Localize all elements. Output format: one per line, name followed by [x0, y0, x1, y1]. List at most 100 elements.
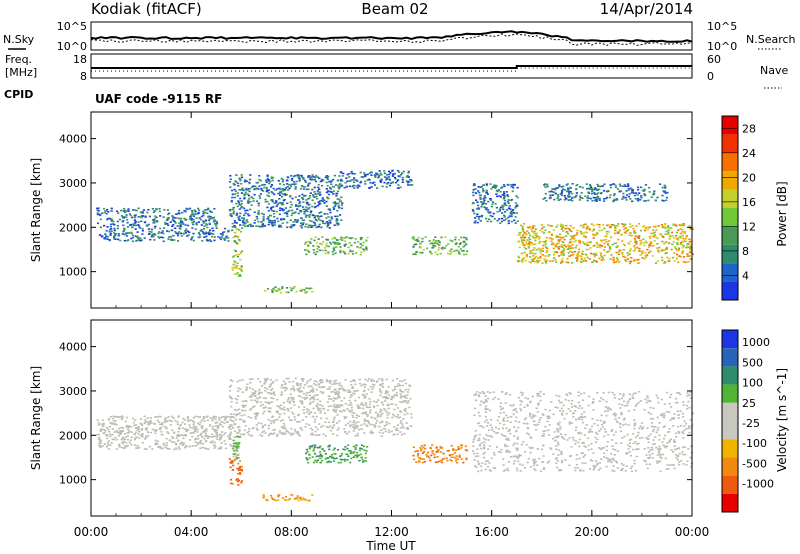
echo-cell	[342, 250, 345, 252]
echo-cell	[216, 426, 219, 428]
echo-cell	[270, 176, 273, 178]
echo-cell	[254, 390, 257, 392]
echo-cell	[105, 212, 108, 215]
echo-cell	[314, 180, 318, 183]
echo-cell	[589, 468, 592, 470]
echo-cell	[373, 406, 376, 409]
echo-cell	[655, 446, 658, 449]
beam-title: Beam 02	[361, 0, 428, 18]
echo-cell	[317, 246, 320, 248]
echo-cell	[666, 191, 669, 194]
echo-cell	[598, 226, 601, 229]
echo-cell	[364, 402, 367, 404]
echo-cell	[311, 199, 314, 202]
echo-cell	[632, 250, 635, 252]
echo-cell	[579, 261, 582, 263]
echo-cell	[596, 433, 599, 435]
echo-cell	[308, 182, 311, 185]
echo-cell	[501, 186, 504, 188]
echo-cell	[681, 252, 684, 255]
echo-cell	[472, 191, 475, 194]
echo-cell	[136, 231, 139, 233]
echo-cell	[473, 221, 476, 224]
echo-cell	[290, 224, 293, 226]
echo-cell	[238, 208, 241, 210]
echo-cell	[502, 464, 505, 466]
echo-cell	[595, 193, 599, 195]
echo-cell	[99, 446, 102, 449]
echo-cell	[533, 459, 536, 461]
echo-cell	[432, 242, 435, 245]
echo-cell	[544, 246, 548, 248]
echo-cell	[529, 249, 532, 252]
echo-cell	[502, 184, 506, 186]
echo-cell	[137, 207, 140, 210]
echo-cell	[592, 233, 595, 236]
echo-cell	[211, 217, 214, 219]
echo-cell	[473, 183, 476, 185]
echo-cell	[633, 422, 637, 424]
echo-cell	[298, 387, 301, 389]
echo-cell	[537, 237, 541, 240]
echo-cell	[575, 257, 578, 259]
echo-cell	[343, 428, 346, 430]
echo-cell	[241, 379, 244, 381]
echo-cell	[589, 186, 592, 189]
echo-cell	[512, 413, 515, 416]
echo-cell	[483, 456, 486, 459]
echo-cell	[580, 415, 583, 418]
echo-cell	[598, 188, 601, 191]
echo-cell	[660, 223, 663, 226]
echo-cell	[640, 242, 643, 244]
echo-cell	[482, 426, 485, 429]
echo-cell	[488, 445, 491, 447]
echo-cell	[635, 225, 638, 227]
echo-cell	[143, 448, 146, 450]
echo-cell	[663, 261, 666, 263]
echo-cell	[538, 419, 541, 421]
echo-cell	[663, 190, 667, 193]
echo-cell	[687, 246, 690, 248]
echo-cell	[633, 459, 636, 462]
echo-cell	[554, 244, 557, 247]
echo-cell	[320, 199, 323, 202]
echo-cell	[653, 443, 656, 445]
echo-cell	[548, 237, 551, 239]
echo-cell	[648, 454, 651, 456]
echo-cell	[312, 176, 315, 178]
echo-cell	[219, 446, 222, 448]
echo-cell	[275, 290, 278, 292]
echo-cell	[529, 466, 533, 468]
echo-cell	[666, 256, 669, 259]
echo-cell	[593, 422, 596, 425]
echo-cell	[109, 435, 112, 438]
echo-cell	[391, 416, 394, 419]
echo-cell	[503, 202, 506, 205]
echo-cell	[115, 430, 118, 432]
echo-cell	[191, 211, 194, 213]
echo-cell	[354, 424, 357, 427]
echo-cell	[359, 171, 362, 174]
echo-cell	[558, 239, 561, 242]
echo-cell	[332, 206, 335, 209]
echo-cell	[591, 190, 594, 192]
echo-cell	[509, 416, 512, 418]
echo-cell	[612, 434, 615, 436]
echo-cell	[336, 222, 339, 224]
echo-cell	[505, 391, 508, 394]
echo-cell	[369, 411, 372, 414]
echo-cell	[506, 416, 510, 419]
echo-cell	[387, 407, 390, 410]
echo-cell	[182, 223, 185, 225]
echo-cell	[307, 198, 310, 200]
echo-cell	[602, 398, 605, 401]
echo-cell	[337, 395, 340, 398]
echo-cell	[633, 462, 636, 465]
echo-cell	[521, 258, 524, 261]
echo-cell	[377, 175, 380, 177]
echo-cell	[376, 413, 379, 415]
echo-cell	[391, 389, 394, 392]
echo-cell	[569, 250, 572, 253]
echo-cell	[639, 243, 642, 246]
echo-cell	[682, 223, 685, 225]
